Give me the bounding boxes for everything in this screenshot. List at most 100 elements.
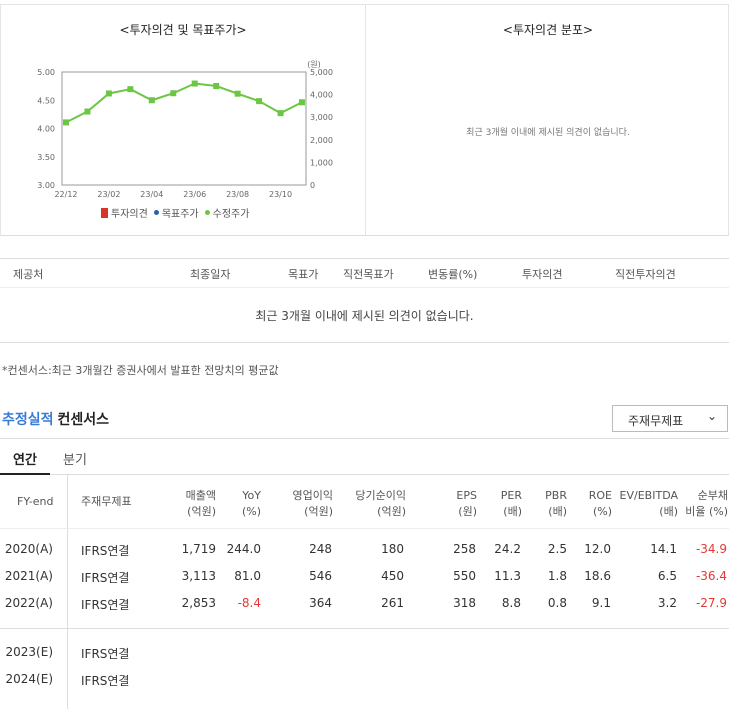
adjusted-price-point xyxy=(256,98,263,105)
col-pbr-label: PBR xyxy=(545,489,567,502)
actual-estimate-divider xyxy=(0,628,729,629)
adjusted-price-point xyxy=(277,110,284,117)
header-target: 목표가 xyxy=(288,268,319,281)
tab-quarterly[interactable]: 분기 xyxy=(63,453,87,468)
table-cell-eps: 258 xyxy=(453,542,476,556)
col-debt-label: 순부채 xyxy=(697,489,728,502)
col-op-unit: (억원) xyxy=(304,505,333,518)
col-net-debt-ratio: 순부채 비율 (%) xyxy=(680,488,728,520)
col-sales-label: 매출액 xyxy=(185,489,216,502)
table-cell-ev: 6.5 xyxy=(657,569,677,583)
table-cell-fy: 2024(E) xyxy=(5,672,53,686)
header-last-date: 최종일자 xyxy=(190,268,231,281)
col-fy-end: FY-end xyxy=(17,495,54,508)
table-cell-fy: 2022(A) xyxy=(4,596,53,610)
table-cell-debt: -27.9 xyxy=(695,596,727,610)
table-cell-yoy: -8.4 xyxy=(237,596,261,610)
col-net-income: 당기순이익 (억원) xyxy=(340,488,406,520)
col-eps-label: EPS xyxy=(456,489,477,502)
adjusted-price-point xyxy=(148,97,155,104)
distribution-empty-message: 최근 3개월 이내에 제시된 의견이 없습니다. xyxy=(466,128,630,138)
table-cell-basis: IFRS연결 xyxy=(81,571,130,585)
right-axis-tick-label: 3,000 xyxy=(310,113,333,122)
x-axis-tick-label: 23/10 xyxy=(269,190,292,199)
adjusted-price-point xyxy=(213,83,220,90)
table-cell-roe: 9.1 xyxy=(591,596,611,610)
table-cell-op: 546 xyxy=(309,569,332,583)
header-prev-opinion: 직전투자의견 xyxy=(615,268,676,281)
opinion-price-chart: 3.00 3.50 4.00 4.50 5.00 0 1,000 2,000 3,000 4,00… xyxy=(37,60,333,199)
adjusted-price-line xyxy=(65,82,303,124)
col-yoy: YoY (%) xyxy=(228,488,261,520)
table-cell-ev: 14.1 xyxy=(650,542,677,556)
col-roe: ROE (%) xyxy=(580,488,612,520)
right-axis-tick-label: 4,000 xyxy=(310,91,333,100)
col-sales-unit: (억원) xyxy=(187,505,216,518)
dot-swatch-icon xyxy=(204,210,210,215)
active-tab-indicator xyxy=(0,473,50,475)
table-cell-ev: 3.2 xyxy=(657,596,677,610)
header-provider: 제공처 xyxy=(13,268,44,281)
left-axis-tick-label: 5.00 xyxy=(37,68,55,77)
table-cell-sales: 1,719 xyxy=(181,542,216,556)
table-cell-per: 8.8 xyxy=(501,596,521,610)
col-pbr: PBR (배) xyxy=(535,488,567,520)
chart-legend: 투자의견 목표주가 수정주가 xyxy=(101,205,249,220)
table-cell-basis: IFRS연결 xyxy=(81,647,130,661)
adjusted-price-point xyxy=(234,90,241,97)
x-axis-tick-label: 22/12 xyxy=(54,190,77,199)
col-sales: 매출액 (억원) xyxy=(170,488,216,520)
statement-type-dropdown[interactable]: 주재무제표 ⌄ xyxy=(612,405,728,432)
legend-item-adjusted: 수정주가 xyxy=(204,205,250,220)
estimates-title: 추정실적 컨센서스 xyxy=(2,409,109,429)
opinion-table-header: 제공처 최종일자 목표가 직전목표가 변동률(%) 투자의견 직전투자의견 xyxy=(0,258,729,286)
col-ev-unit: (배) xyxy=(659,505,678,518)
col-ev-label: EV/EBITDA xyxy=(619,489,678,502)
table-cell-net: 450 xyxy=(381,569,404,583)
table-cell-basis: IFRS연결 xyxy=(81,598,130,612)
legend-item-target: 목표주가 xyxy=(153,205,199,220)
col-net-unit: (억원) xyxy=(377,505,406,518)
adjusted-price-point xyxy=(191,80,198,87)
table-cell-roe: 18.6 xyxy=(584,569,611,583)
table-cell-basis: IFRS연결 xyxy=(81,544,130,558)
adjusted-price-point xyxy=(170,90,177,97)
x-axis-tick-label: 23/02 xyxy=(97,190,120,199)
dropdown-value: 주재무제표 xyxy=(628,414,684,428)
col-eps: EPS (원) xyxy=(440,488,477,520)
distribution-title: <투자의견 분포> xyxy=(502,23,594,37)
tabs-top-border xyxy=(0,438,729,439)
table-cell-basis: IFRS연결 xyxy=(81,674,130,688)
table-cell-fy: 2021(A) xyxy=(4,569,53,583)
plot-area-frame xyxy=(61,71,307,186)
col-eps-unit: (원) xyxy=(458,505,477,518)
table-cell-sales: 2,853 xyxy=(181,596,216,610)
col-yoy-unit: (%) xyxy=(241,505,261,518)
x-axis-tick-label: 23/04 xyxy=(140,190,163,199)
header-prev-target: 직전목표가 xyxy=(343,268,394,281)
right-axis-unit: (원) xyxy=(307,60,321,69)
col-roe-label: ROE xyxy=(588,489,612,502)
table-cell-pbr: 1.8 xyxy=(547,569,567,583)
adjusted-price-point xyxy=(127,86,134,93)
column-divider xyxy=(67,475,68,709)
table-cell-net: 180 xyxy=(381,542,404,556)
right-axis-tick-label: 5,000 xyxy=(310,68,333,77)
col-op-label: 영업이익 xyxy=(292,489,333,502)
table-cell-op: 364 xyxy=(309,596,332,610)
left-axis-tick-label: 4.00 xyxy=(37,125,55,134)
table-cell-op: 248 xyxy=(309,542,332,556)
tab-annual[interactable]: 연간 xyxy=(13,453,37,468)
adjusted-price-point xyxy=(299,99,305,106)
left-axis-tick-label: 4.50 xyxy=(37,96,55,105)
header-change-rate: 변동률(%) xyxy=(428,268,478,281)
col-per-label: PER xyxy=(500,489,522,502)
col-per-unit: (배) xyxy=(503,505,522,518)
col-yoy-label: YoY xyxy=(242,489,261,502)
right-axis-tick-label: 1,000 xyxy=(310,158,333,167)
table-cell-roe: 12.0 xyxy=(584,542,611,556)
col-operating-income: 영업이익 (억원) xyxy=(278,488,333,520)
legend-label: 수정주가 xyxy=(212,209,250,220)
opinion-table-empty: 최근 3개월 이내에 제시된 의견이 없습니다. xyxy=(0,287,729,343)
col-debt-unit: 비율 (%) xyxy=(685,505,728,518)
